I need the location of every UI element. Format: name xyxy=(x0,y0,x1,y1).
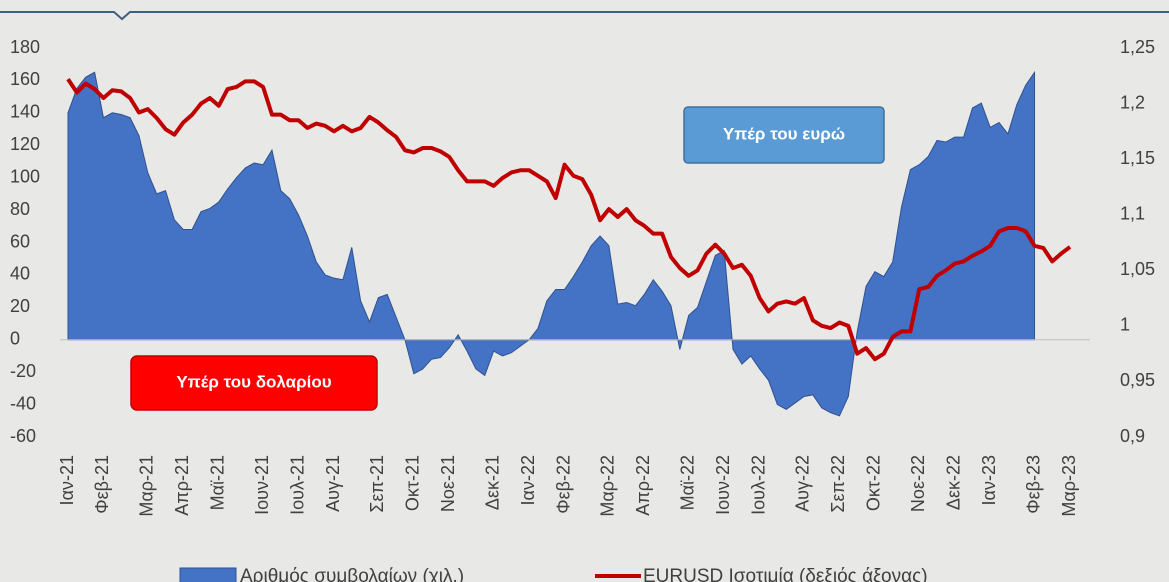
y-tick-label: 180 xyxy=(10,37,40,57)
x-tick-label: Μαρ-21 xyxy=(137,455,157,517)
y2-tick-label: 1,2 xyxy=(1120,92,1145,112)
y-tick-label: 100 xyxy=(10,166,40,186)
x-tick-label: Ιαν-23 xyxy=(979,455,999,505)
x-tick-label: Δεκ-22 xyxy=(943,455,963,510)
x-tick-label: Ιουν-22 xyxy=(713,455,733,515)
y2-tick-label: 1,1 xyxy=(1120,203,1145,223)
y-tick-label: -60 xyxy=(10,426,36,446)
y2-tick-label: 0,95 xyxy=(1120,370,1155,390)
y-tick-label: 60 xyxy=(10,231,30,251)
x-tick-label: Μαϊ-22 xyxy=(677,455,697,510)
y-tick-label: 40 xyxy=(10,264,30,284)
x-tick-label: Σεπ-21 xyxy=(367,455,387,513)
x-tick-label: Αυγ-21 xyxy=(323,455,343,512)
legend-swatch xyxy=(179,567,237,582)
y-tick-label: 80 xyxy=(10,199,30,219)
x-tick-label: Μαρ-22 xyxy=(598,455,618,517)
y2-tick-label: 1,15 xyxy=(1120,148,1155,168)
y-tick-label: 160 xyxy=(10,69,40,89)
area xyxy=(67,70,1036,417)
y2-tick-label: 1 xyxy=(1120,315,1130,335)
top-rule xyxy=(0,11,1169,21)
x-tick-label: Οκτ-21 xyxy=(403,455,423,511)
x-tick-label: Δεκ-21 xyxy=(482,455,502,510)
legend-label: Αριθμός συμβολαίων (χιλ.) xyxy=(240,566,464,582)
annotation: Υπέρ του δολαρίου xyxy=(176,372,331,391)
y-tick-label: 140 xyxy=(10,102,40,122)
line xyxy=(66,78,1072,362)
y2-tick-label: 1,05 xyxy=(1120,259,1155,279)
y2-tick-label: 0,9 xyxy=(1120,426,1145,446)
annotation-box xyxy=(683,106,885,164)
x-tick-label: Νοε-22 xyxy=(908,455,928,512)
y2-tick-label: 1,25 xyxy=(1120,37,1155,57)
x-tick-label: Φεβ-22 xyxy=(553,455,573,514)
x-tick-label: Σεπ-22 xyxy=(828,455,848,513)
x-tick-label: Φεβ-23 xyxy=(1023,455,1043,514)
x-tick-label: Ιουλ-21 xyxy=(287,455,307,515)
legend-label: EURUSD Ισοτιμία (δεξιός άξονας) xyxy=(643,566,928,582)
x-tick-label: Απρ-21 xyxy=(172,455,192,516)
x-tick-label: Οκτ-22 xyxy=(864,455,884,511)
y-tick-label: 0 xyxy=(10,329,20,349)
annotation-box xyxy=(130,355,378,411)
x-tick-label: Αυγ-22 xyxy=(793,455,813,512)
annotation: Υπέρ του ευρώ xyxy=(723,124,845,143)
x-tick-label: Μαϊ-21 xyxy=(207,455,227,510)
y-tick-label: 120 xyxy=(10,134,40,154)
x-tick-label: Νοε-21 xyxy=(438,455,458,512)
x-tick-label: Ιαν-22 xyxy=(518,455,538,505)
x-tick-label: Ιαν-21 xyxy=(57,455,77,505)
y-tick-label: -20 xyxy=(10,361,36,381)
x-tick-label: Ιουλ-22 xyxy=(748,455,768,515)
x-tick-label: Μαρ-23 xyxy=(1059,455,1079,517)
y-tick-label: 20 xyxy=(10,296,30,316)
x-tick-label: Φεβ-21 xyxy=(92,455,112,514)
y-tick-label: -40 xyxy=(10,393,36,413)
x-tick-label: Απρ-22 xyxy=(633,455,653,516)
x-tick-label: Ιουν-21 xyxy=(252,455,272,515)
